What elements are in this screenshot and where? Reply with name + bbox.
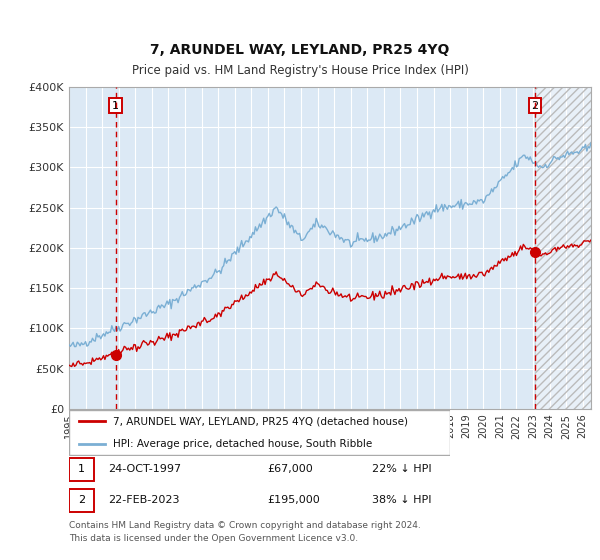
- Text: 38% ↓ HPI: 38% ↓ HPI: [372, 495, 431, 505]
- Text: 7, ARUNDEL WAY, LEYLAND, PR25 4YQ: 7, ARUNDEL WAY, LEYLAND, PR25 4YQ: [151, 43, 449, 57]
- FancyBboxPatch shape: [69, 410, 450, 455]
- Text: 22% ↓ HPI: 22% ↓ HPI: [372, 464, 431, 474]
- FancyBboxPatch shape: [69, 488, 94, 512]
- Text: 7, ARUNDEL WAY, LEYLAND, PR25 4YQ (detached house): 7, ARUNDEL WAY, LEYLAND, PR25 4YQ (detac…: [113, 416, 408, 426]
- Text: 1: 1: [78, 464, 85, 474]
- Text: Price paid vs. HM Land Registry's House Price Index (HPI): Price paid vs. HM Land Registry's House …: [131, 64, 469, 77]
- Text: 2: 2: [78, 495, 85, 505]
- Text: £67,000: £67,000: [268, 464, 313, 474]
- Text: Contains HM Land Registry data © Crown copyright and database right 2024.
This d: Contains HM Land Registry data © Crown c…: [69, 521, 421, 543]
- Text: 22-FEB-2023: 22-FEB-2023: [108, 495, 179, 505]
- Text: £195,000: £195,000: [268, 495, 320, 505]
- Text: 2: 2: [532, 101, 539, 111]
- FancyBboxPatch shape: [69, 458, 94, 481]
- Text: HPI: Average price, detached house, South Ribble: HPI: Average price, detached house, Sout…: [113, 439, 372, 449]
- Text: 1: 1: [112, 101, 119, 111]
- Text: 24-OCT-1997: 24-OCT-1997: [108, 464, 181, 474]
